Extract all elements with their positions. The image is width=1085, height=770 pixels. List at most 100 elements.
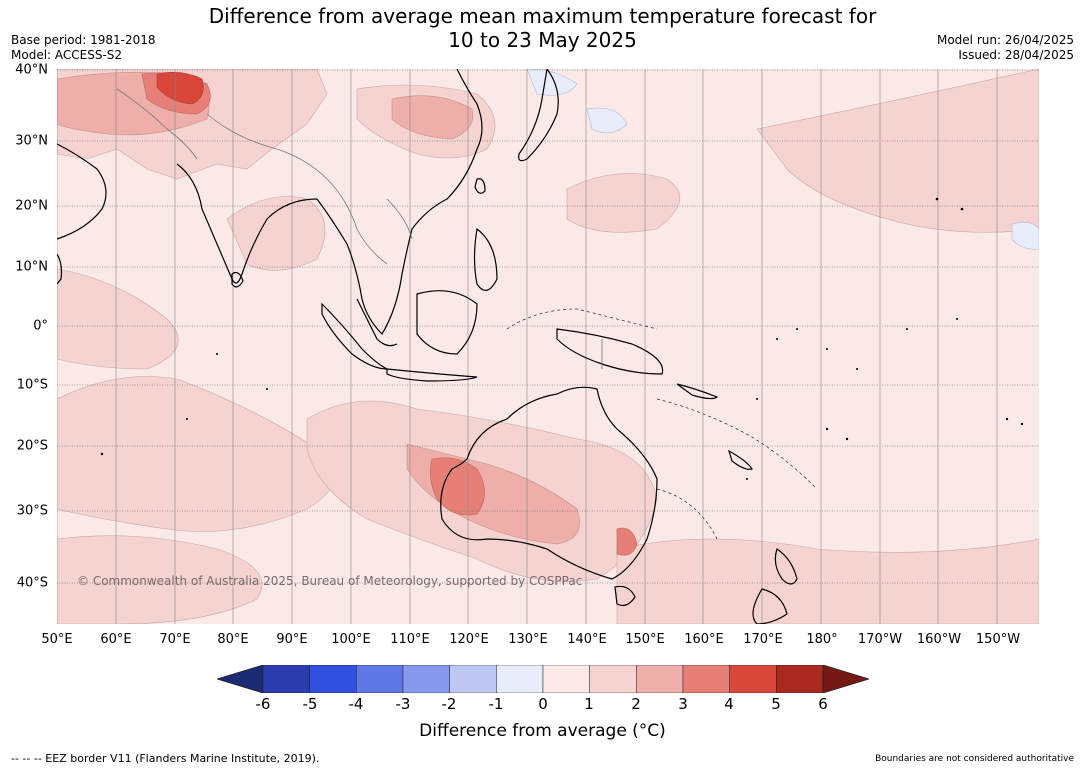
lon-label: 150°W xyxy=(975,632,1021,647)
colorbar-cell xyxy=(542,665,590,693)
anomaly-neg1-0-regions xyxy=(526,69,1039,250)
colorbar-cell xyxy=(496,665,544,693)
coast-arabia-iran xyxy=(57,143,107,240)
coast-new-zealand xyxy=(752,548,798,624)
coast-new-caledonia xyxy=(728,449,753,470)
anomaly-region-pacific-north xyxy=(756,69,1039,233)
anomaly-region-karakoram xyxy=(156,72,204,105)
coast-philippines xyxy=(473,227,498,291)
meta-left: Base period: 1981-2018 Model: ACCESS-S2 xyxy=(11,33,156,63)
anomaly-region-east-pacific xyxy=(1011,222,1039,250)
colorbar-cells xyxy=(217,665,869,693)
anomaly-region-nsw xyxy=(616,527,638,556)
colorbar-tick: -3 xyxy=(395,695,411,713)
colorbar-cell xyxy=(262,665,310,693)
lon-label: 140°E xyxy=(567,632,607,647)
colorbar-tick: -1 xyxy=(488,695,504,713)
colorbar-extension-high xyxy=(822,665,869,693)
meta-right: Model run: 26/04/2025 Issued: 28/04/2025 xyxy=(937,33,1074,63)
lat-label: 20°S xyxy=(16,438,48,454)
lon-label: 150°E xyxy=(625,632,665,647)
lat-label: 40°S xyxy=(16,575,48,591)
anomaly-region-india-bay xyxy=(226,196,326,271)
model-name: Model: ACCESS-S2 xyxy=(11,48,123,62)
lon-label: 70°E xyxy=(159,632,191,647)
lat-label: 30°N xyxy=(15,133,48,149)
colorbar-tick: -5 xyxy=(302,695,318,713)
anomaly-4-5-regions xyxy=(156,72,204,105)
coast-africa-horn xyxy=(57,253,63,285)
title-line-1: Difference from average mean maximum tem… xyxy=(208,4,877,28)
anomaly-region-philippine-sea xyxy=(566,173,681,233)
anomaly-region-wa-core xyxy=(430,457,485,516)
lat-label: 20°N xyxy=(15,198,48,214)
eez-legend-note: -- -- -- EEZ border V11 (Flanders Marine… xyxy=(11,752,320,765)
colorbar-tick: 5 xyxy=(771,695,781,713)
colorbar-tick: 3 xyxy=(678,695,688,713)
lon-label: 110°E xyxy=(390,632,430,647)
map-canvas xyxy=(57,69,1039,624)
lon-label: 50°E xyxy=(41,632,73,647)
coast-new-guinea xyxy=(556,328,664,375)
lon-label: 170°E xyxy=(743,632,783,647)
colorbar-cell xyxy=(402,665,450,693)
anomaly-region-north-pacific xyxy=(586,107,628,134)
colorbar-tick: 4 xyxy=(724,695,734,713)
coast-borneo xyxy=(416,290,478,355)
anomaly-region-japan-sea xyxy=(526,69,578,96)
issued-date: Issued: 28/04/2025 xyxy=(958,48,1074,62)
lon-label: 80°E xyxy=(217,632,249,647)
colorbar-extension-low xyxy=(217,665,264,693)
anomaly-region-west-indian-ocean xyxy=(57,268,179,370)
colorbar-tick: 0 xyxy=(538,695,548,713)
colorbar-cell xyxy=(682,665,730,693)
lon-label: 170°W xyxy=(857,632,903,647)
coast-java xyxy=(386,368,478,382)
title-line-2: 10 to 23 May 2025 xyxy=(448,28,637,52)
colorbar-tick: -6 xyxy=(255,695,271,713)
coast-australia xyxy=(440,386,658,580)
lon-label: 60°E xyxy=(100,632,132,647)
lon-label: 160°W xyxy=(916,632,962,647)
graticule-meridians xyxy=(57,69,998,624)
anomaly-region-east-china xyxy=(391,95,474,140)
coast-japan xyxy=(518,69,559,162)
copyright-notice: © Commonwealth of Australia 2025, Bureau… xyxy=(77,574,583,588)
lon-label: 130°E xyxy=(508,632,548,647)
coastlines xyxy=(57,69,798,624)
colorbar-tick: 1 xyxy=(584,695,594,713)
coast-india xyxy=(176,163,318,284)
lon-label: 120°E xyxy=(449,632,489,647)
coast-se-asia xyxy=(316,69,483,335)
colorbar-cell xyxy=(776,665,824,693)
lon-label: 160°E xyxy=(684,632,724,647)
colorbar-cell xyxy=(636,665,684,693)
coast-malay xyxy=(356,298,398,347)
lon-label: 180° xyxy=(806,632,838,647)
colorbar-cell xyxy=(449,665,497,693)
lon-label: 90°E xyxy=(276,632,308,647)
boundaries-disclaimer: Boundaries are not considered authoritat… xyxy=(875,754,1074,764)
colorbar-tick: 2 xyxy=(631,695,641,713)
country-borders xyxy=(116,88,603,369)
colorbar xyxy=(217,665,869,693)
colorbar-tick: -4 xyxy=(348,695,364,713)
colorbar-label: Difference from average (°C) xyxy=(419,721,666,741)
map-title: Difference from average mean maximum tem… xyxy=(0,4,1085,52)
lat-label: 0° xyxy=(33,318,48,334)
colorbar-cell xyxy=(729,665,777,693)
colorbar-tick: 6 xyxy=(818,695,828,713)
colorbar-cell xyxy=(309,665,357,693)
lat-label: 10°N xyxy=(15,259,48,275)
coast-tasmania xyxy=(614,585,636,607)
anomaly-region-tasman-sea xyxy=(616,538,1039,624)
eez-borders xyxy=(506,308,818,540)
anomaly-region-southwest xyxy=(57,535,263,624)
colorbar-cell xyxy=(589,665,637,693)
coast-solomons xyxy=(676,383,719,400)
map-panel xyxy=(57,69,1039,624)
lat-label: 30°S xyxy=(16,503,48,519)
lon-label: 100°E xyxy=(331,632,371,647)
colorbar-tick: -2 xyxy=(441,695,457,713)
model-run: Model run: 26/04/2025 xyxy=(936,33,1074,47)
